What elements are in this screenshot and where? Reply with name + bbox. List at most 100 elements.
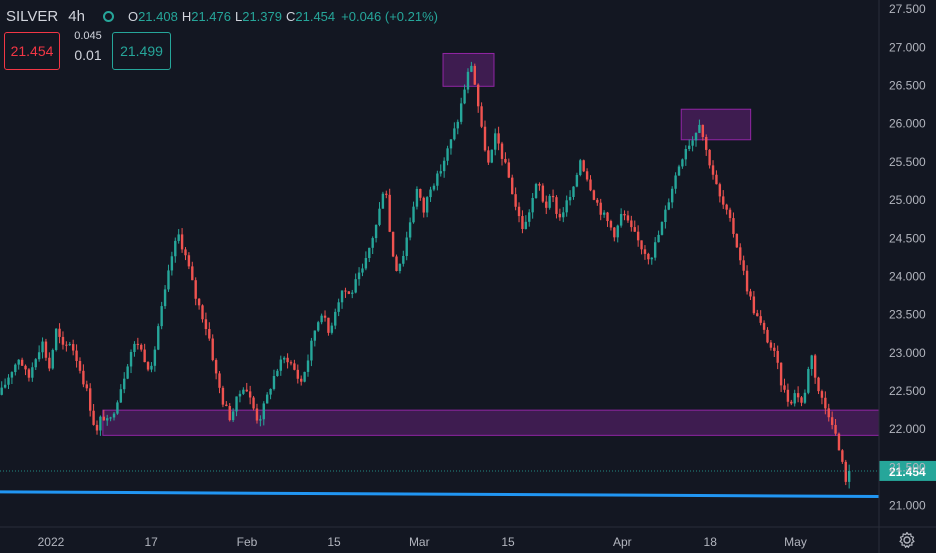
candle-body bbox=[847, 470, 851, 482]
candle-body bbox=[214, 360, 218, 374]
gear-icon[interactable] bbox=[897, 530, 917, 550]
buy-button[interactable]: 21.499 bbox=[112, 32, 171, 70]
candle-body bbox=[653, 242, 657, 258]
candle-body bbox=[504, 158, 507, 163]
candle-body bbox=[14, 364, 17, 373]
candle-body bbox=[630, 220, 633, 228]
candle-body bbox=[194, 280, 197, 299]
candle-body bbox=[558, 213, 562, 218]
candle-body bbox=[54, 328, 58, 350]
time-tick-label: 15 bbox=[501, 535, 515, 549]
candle-body bbox=[310, 340, 313, 361]
candle-body bbox=[514, 194, 517, 207]
candle-body bbox=[568, 196, 572, 201]
candle-body bbox=[286, 357, 289, 363]
candle-body bbox=[470, 65, 473, 72]
candle-body bbox=[123, 378, 126, 390]
candle-body bbox=[61, 336, 65, 345]
timeframe[interactable]: 4h bbox=[68, 8, 85, 25]
price-tick-label: 25.000 bbox=[889, 193, 926, 207]
candle-body bbox=[133, 343, 136, 352]
candle-body bbox=[575, 174, 579, 187]
candle-body bbox=[425, 197, 429, 213]
candle-body bbox=[422, 197, 425, 213]
candle-body bbox=[511, 177, 514, 195]
candle-body bbox=[106, 418, 109, 421]
candle-body bbox=[742, 260, 745, 271]
time-axis[interactable]: 2022 17 Feb 15 Mar 15 Apr 18 May bbox=[38, 535, 807, 549]
candle-body bbox=[562, 212, 565, 218]
candle-body bbox=[330, 325, 334, 333]
spread-display: 0.045 0.01 bbox=[68, 30, 108, 63]
candle-body bbox=[773, 347, 776, 351]
candle-body bbox=[436, 173, 439, 186]
candle-body bbox=[85, 384, 88, 389]
candle-body bbox=[844, 461, 847, 482]
candle-body bbox=[708, 149, 711, 166]
candle-body bbox=[177, 234, 180, 241]
candle-body bbox=[613, 227, 616, 238]
price-tick-label: 21.500 bbox=[889, 460, 926, 474]
candle-body bbox=[289, 362, 293, 364]
candle-body bbox=[364, 258, 368, 269]
time-tick-label: 17 bbox=[145, 535, 159, 549]
candle-body bbox=[456, 121, 459, 129]
candle-body bbox=[483, 126, 487, 151]
candle-body bbox=[184, 249, 187, 256]
candle-body bbox=[722, 196, 725, 205]
candle-body bbox=[551, 195, 555, 198]
price-tick-label: 25.500 bbox=[889, 155, 926, 169]
candle-body bbox=[300, 378, 303, 382]
candle-body bbox=[95, 424, 99, 431]
candle-body bbox=[633, 227, 636, 232]
candle-body bbox=[204, 319, 208, 330]
candle-body bbox=[368, 247, 371, 259]
candle-body bbox=[276, 370, 279, 377]
candle-body bbox=[245, 389, 248, 392]
candle-body bbox=[44, 341, 48, 358]
candle-body bbox=[252, 397, 255, 409]
price-tick-label: 26.500 bbox=[889, 79, 926, 93]
candle-body bbox=[429, 189, 432, 198]
candle-body bbox=[718, 184, 722, 197]
candle-body bbox=[167, 270, 170, 290]
candle-body bbox=[494, 133, 497, 150]
candle-body bbox=[259, 419, 262, 421]
sell-button[interactable]: 21.454 bbox=[4, 32, 60, 70]
candle-body bbox=[197, 298, 201, 306]
candle-body bbox=[157, 326, 160, 350]
candle-body bbox=[500, 143, 504, 159]
price-tick-label: 22.500 bbox=[889, 384, 926, 398]
candle-body bbox=[293, 363, 296, 370]
quantity-value[interactable]: 0.01 bbox=[74, 47, 102, 63]
candle-body bbox=[153, 349, 157, 366]
candle-body bbox=[752, 296, 756, 314]
candle-body bbox=[545, 201, 548, 208]
candle-body bbox=[323, 315, 327, 318]
candle-body bbox=[374, 224, 378, 239]
candle-body bbox=[636, 231, 640, 241]
candle-body bbox=[398, 263, 402, 271]
candle-body bbox=[306, 360, 310, 372]
candle-body bbox=[17, 359, 20, 365]
candle-body bbox=[837, 433, 841, 451]
candle-body bbox=[357, 272, 361, 280]
resistance-zone[interactable] bbox=[680, 108, 752, 141]
candle-body bbox=[487, 150, 490, 163]
candle-body bbox=[817, 377, 820, 392]
candle-body bbox=[439, 171, 442, 174]
price-axis[interactable]: 21.000 21.500 22.000 22.500 23.000 23.500 24.0… bbox=[889, 2, 926, 512]
last-price-label: 21.454 bbox=[889, 465, 926, 479]
candle-body bbox=[92, 410, 95, 425]
support-zone[interactable] bbox=[102, 409, 880, 436]
candle-body bbox=[796, 393, 800, 398]
time-tick-label: 2022 bbox=[38, 535, 65, 549]
candles-layer bbox=[0, 61, 851, 489]
candle-body bbox=[269, 388, 272, 395]
candle-body bbox=[262, 403, 265, 420]
trendline[interactable] bbox=[0, 490, 880, 498]
candle-body bbox=[681, 159, 684, 167]
symbol-name[interactable]: SILVER bbox=[6, 8, 59, 25]
candle-body bbox=[150, 365, 153, 370]
